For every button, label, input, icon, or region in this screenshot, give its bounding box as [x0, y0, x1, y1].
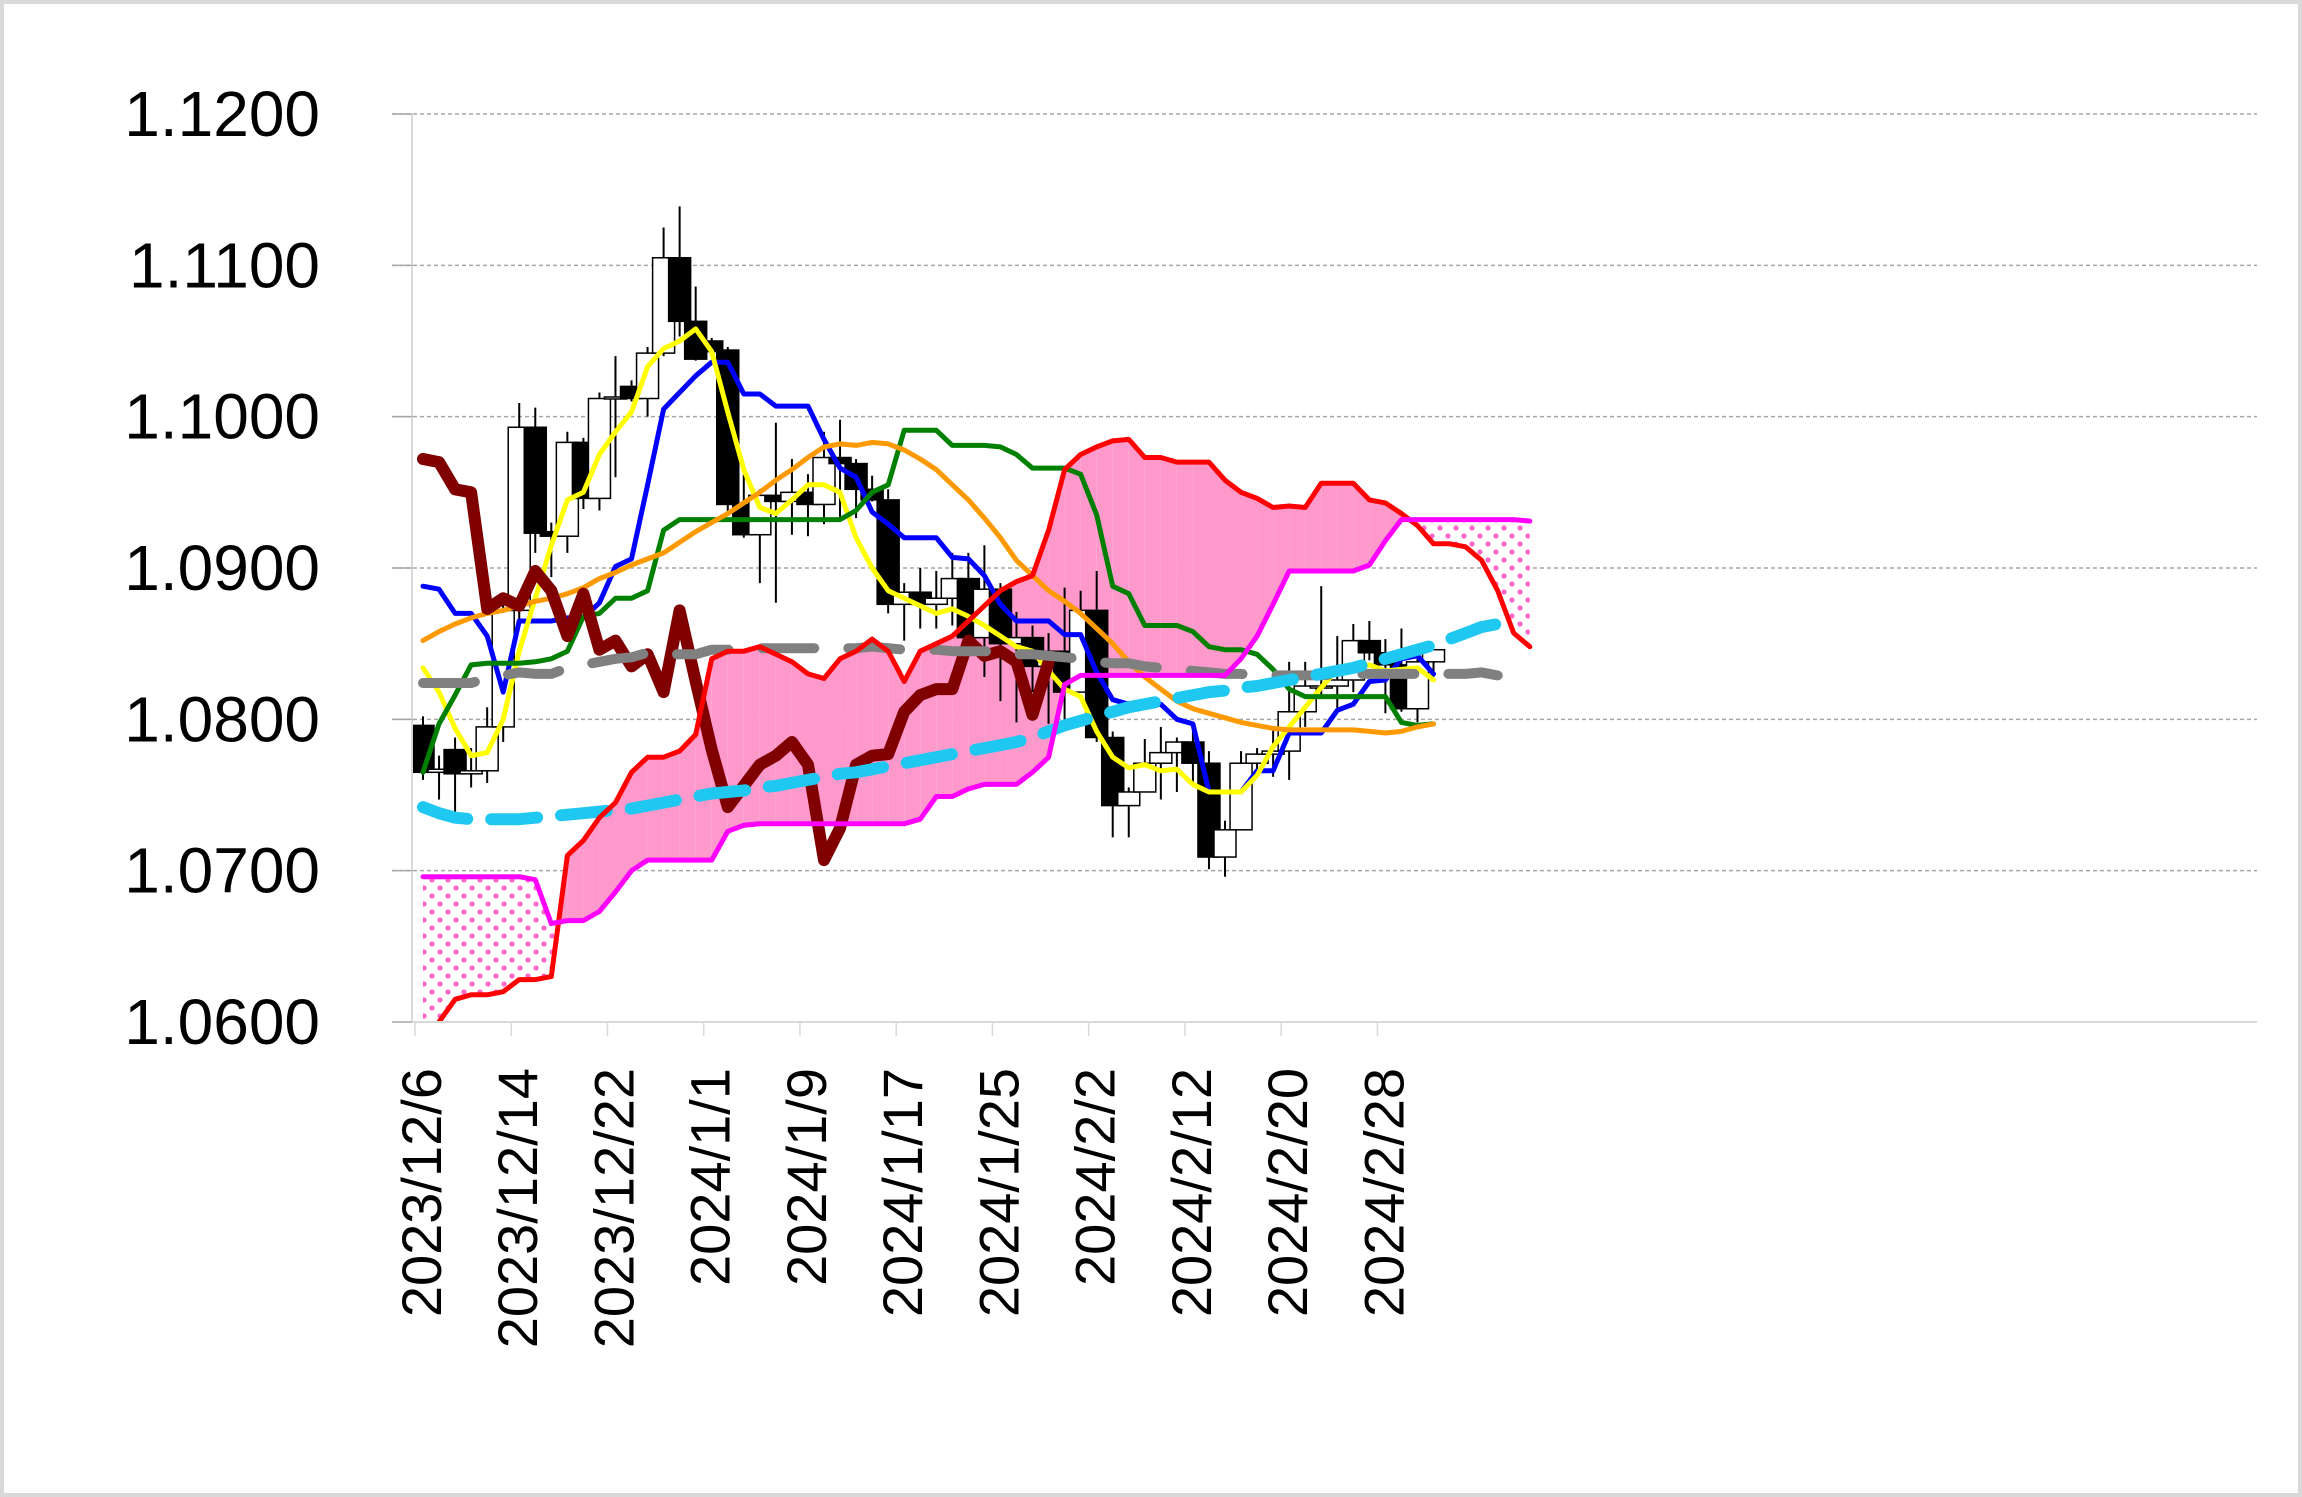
cloud-segment — [1289, 505, 1306, 572]
series-line-8 — [435, 436, 1533, 1022]
x-tick-label: 2024/2/2 — [1064, 1068, 1127, 1286]
cloud-segment — [759, 646, 776, 824]
cloud-segment — [1433, 519, 1450, 544]
x-tick-label: 2024/2/28 — [1352, 1068, 1415, 1317]
y-tick-label: 1.0600 — [124, 986, 320, 1058]
cloud-segment — [1497, 519, 1514, 634]
y-tick-label: 1.1200 — [124, 78, 320, 150]
y-tick-label: 1.0700 — [124, 835, 320, 907]
candle-body — [1149, 751, 1173, 764]
cloud-segment — [679, 734, 696, 861]
cloud-segment — [1321, 483, 1338, 572]
cloud-segment — [920, 643, 937, 820]
cloud-segment — [1369, 499, 1386, 565]
cloud-segment — [872, 639, 889, 824]
cloud-segment — [1144, 457, 1161, 676]
candle-body — [924, 597, 949, 606]
series-line-2 — [420, 326, 1436, 795]
y-tick-label: 1.0900 — [124, 532, 320, 604]
cloud-segment — [1353, 483, 1370, 572]
x-tick-label: 2023/12/6 — [390, 1068, 453, 1317]
x-tick-label: 2024/2/20 — [1256, 1068, 1319, 1317]
cloud-segment — [1112, 439, 1129, 676]
y-tick-label: 1.1100 — [129, 229, 320, 301]
x-tick-label: 2024/2/12 — [1160, 1068, 1223, 1317]
cloud-segment — [615, 772, 632, 892]
indicator-lines — [417, 326, 1533, 1022]
cloud-segment — [856, 639, 873, 824]
cloud-segment — [1481, 519, 1498, 591]
y-tick-label: 1.1000 — [124, 381, 320, 453]
cloud-segment — [1337, 483, 1354, 572]
y-tick-label: 1.0800 — [124, 683, 320, 755]
cloud-segment — [455, 876, 472, 1000]
cloud-segment — [599, 802, 616, 912]
x-axis-ticks: 2023/12/6 2023/12/14 2023/12/22 2024/1/1 202… — [390, 1022, 1415, 1348]
cloud-segment — [1128, 439, 1145, 676]
cloud-segment — [1192, 462, 1209, 676]
candle-body — [748, 494, 772, 536]
cloud-segment — [1225, 480, 1242, 676]
cloud-segment — [439, 876, 456, 1022]
cloud-segment — [631, 757, 648, 871]
y-axis-ticks: 1.1200 1.1100 1.1000 1.0900 1.0800 1.0700 1.06… — [124, 78, 412, 1058]
kumo-cloud — [423, 439, 1530, 1022]
candle-body — [1357, 639, 1382, 654]
candle-body — [1229, 762, 1253, 831]
candle-body — [443, 748, 467, 775]
x-tick-label: 2023/12/22 — [582, 1068, 645, 1348]
cloud-segment — [1208, 462, 1225, 676]
cloud-segment — [487, 876, 504, 995]
cloud-segment — [1513, 519, 1530, 647]
series-line-4 — [420, 439, 1436, 736]
cloud-segment — [824, 658, 841, 824]
cloud-segment — [1176, 462, 1193, 676]
candle-body — [1117, 791, 1141, 807]
x-tick-label: 2024/1/1 — [679, 1068, 742, 1286]
x-tick-label: 2023/12/14 — [486, 1068, 549, 1348]
x-tick-label: 2024/1/17 — [871, 1068, 934, 1317]
x-tick-label: 2024/1/9 — [775, 1068, 838, 1286]
cloud-segment — [936, 636, 953, 797]
candle-body — [667, 257, 692, 323]
cloud-segment — [535, 879, 552, 980]
cloud-segment — [1160, 457, 1177, 676]
cloud-segment — [567, 840, 584, 921]
candle-body — [812, 456, 836, 506]
cloud-segment — [743, 646, 760, 826]
series-line-9 — [420, 517, 1533, 927]
candle-body — [523, 426, 548, 534]
candle-body — [1100, 736, 1125, 807]
series-line-7 — [417, 618, 1504, 826]
candle-body — [587, 397, 612, 500]
candle-body — [1213, 829, 1237, 858]
cloud-segment — [471, 876, 488, 995]
cloud-segment — [583, 817, 600, 921]
candle-body — [459, 770, 483, 775]
ichimoku-chart: 1.1200 1.1100 1.1000 1.0900 1.0800 1.0700 1.06… — [124, 78, 2257, 1348]
x-tick-label: 2024/1/25 — [967, 1068, 1030, 1317]
cloud-segment — [1257, 498, 1274, 637]
cloud-segment — [519, 876, 536, 980]
cloud-segment — [1241, 492, 1258, 659]
cloud-segment — [1449, 519, 1466, 547]
cloud-segment — [1273, 505, 1290, 605]
cloud-segment — [503, 876, 520, 992]
cloud-segment — [423, 876, 440, 1022]
